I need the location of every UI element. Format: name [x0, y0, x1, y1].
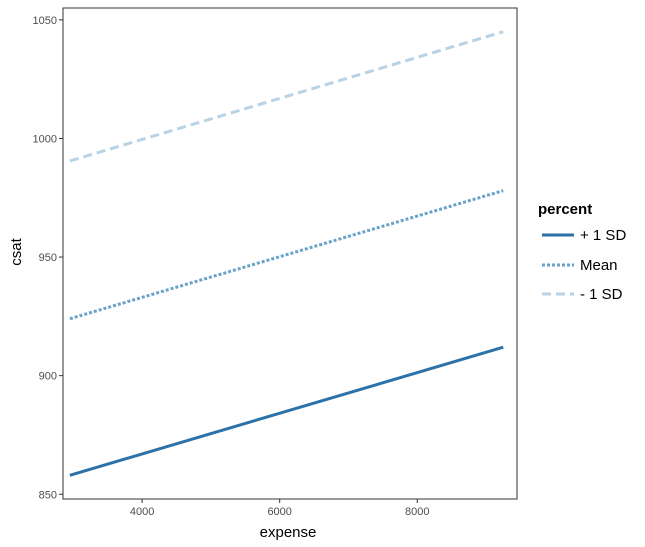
series-line-1-sd: [69, 30, 504, 163]
x-tick-label: 6000: [267, 506, 291, 518]
plot-panel-border: [62, 7, 518, 500]
legend: percent + 1 SD Mean - 1 SD: [538, 201, 626, 303]
series-line-1-sd: [69, 345, 504, 477]
y-tick-label: 850: [39, 489, 57, 501]
x-axis-title: expense: [260, 524, 317, 541]
x-tick-label: 4000: [130, 506, 154, 518]
x-tick-label: 8000: [405, 506, 429, 518]
legend-label-mean: Mean: [580, 257, 618, 274]
series-line-mean: [69, 189, 504, 321]
y-tick-label: 1000: [33, 133, 57, 145]
y-axis-ticks: 850 900 950 1000 1050: [33, 15, 63, 501]
legend-label-1-sd: + 1 SD: [580, 227, 626, 244]
legend-title: percent: [538, 201, 592, 218]
legend-items: + 1 SD Mean - 1 SD: [542, 227, 626, 303]
y-tick-label: 900: [39, 371, 57, 383]
legend-label-1-sd: - 1 SD: [580, 286, 623, 303]
y-axis-title: csat: [8, 237, 25, 265]
y-tick-label: 950: [39, 252, 57, 264]
plot-lines: [69, 30, 504, 477]
y-tick-label: 1050: [33, 15, 57, 27]
x-axis-ticks: 4000 6000 8000: [130, 499, 429, 518]
